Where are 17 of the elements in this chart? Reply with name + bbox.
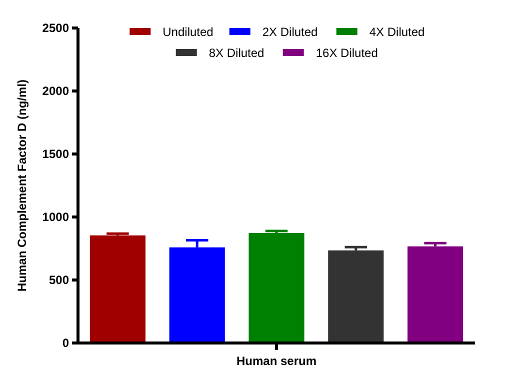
y-tick-label: 2000 [42,84,70,98]
y-tick-label: 1000 [42,210,70,224]
legend-label: 4X Diluted [369,25,425,40]
y-axis-title: Human Complement Factor D (ng/ml) [15,79,29,292]
legend-label: 8X Diluted [208,46,264,60]
y-tick-label: 2500 [42,21,70,36]
y-tick-label: 500 [48,273,70,288]
x-tick-label: Human serum [236,354,317,368]
bar [328,250,384,343]
bar [90,235,146,343]
legend-label: 2X Diluted [262,25,318,40]
legend-label: 16X Diluted [316,46,378,60]
bar [408,246,464,343]
bar [248,233,304,343]
y-tick-label: 1500 [42,147,70,162]
y-tick-label: 0 [62,336,70,350]
legend-label: Undiluted [162,25,214,40]
